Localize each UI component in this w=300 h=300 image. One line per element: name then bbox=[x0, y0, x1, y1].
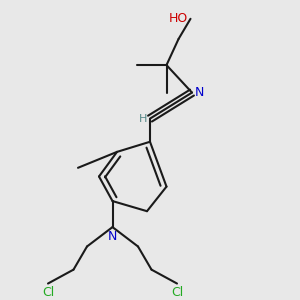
Text: N: N bbox=[195, 86, 204, 99]
Text: HO: HO bbox=[168, 12, 188, 25]
Text: N: N bbox=[108, 230, 117, 243]
Text: H: H bbox=[139, 114, 147, 124]
Text: Cl: Cl bbox=[171, 286, 183, 299]
Text: Cl: Cl bbox=[42, 286, 54, 299]
